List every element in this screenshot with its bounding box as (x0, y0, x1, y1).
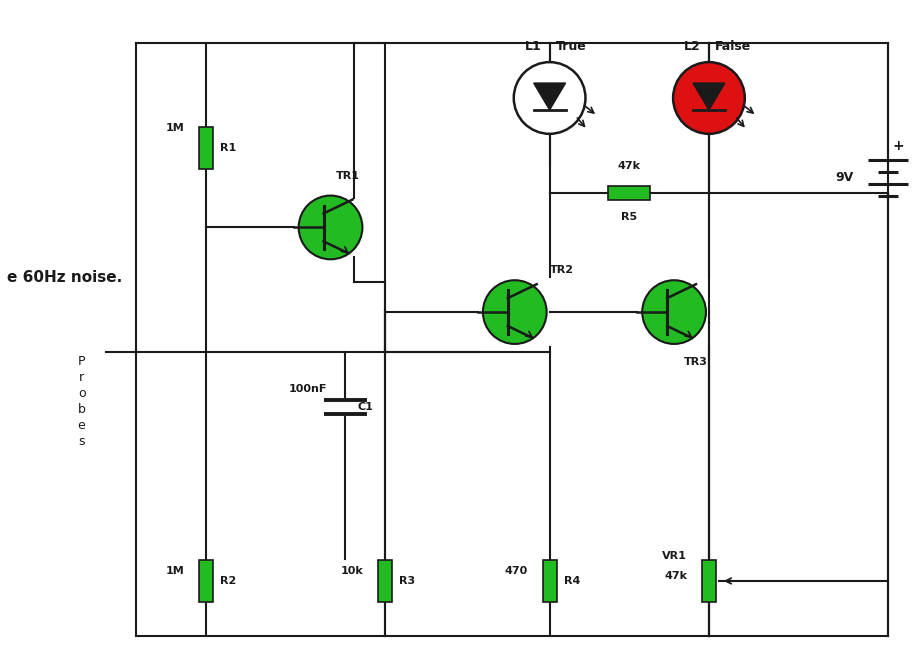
Text: True: True (556, 40, 586, 53)
Text: P
r
o
b
e
s: P r o b e s (78, 355, 85, 448)
Text: 1M: 1M (166, 123, 184, 133)
Text: R1: R1 (220, 143, 236, 153)
FancyBboxPatch shape (542, 560, 557, 602)
FancyBboxPatch shape (199, 560, 213, 602)
FancyBboxPatch shape (378, 560, 392, 602)
Text: TR2: TR2 (550, 265, 573, 275)
Text: VR1: VR1 (662, 551, 687, 561)
Circle shape (514, 62, 585, 134)
Text: R2: R2 (220, 576, 236, 586)
Text: +: + (892, 139, 904, 153)
Text: 10k: 10k (341, 566, 364, 576)
Circle shape (673, 62, 745, 134)
Text: 1M: 1M (166, 566, 184, 576)
Text: R4: R4 (563, 576, 580, 586)
Text: 9V: 9V (835, 171, 854, 184)
Text: e 60Hz noise.: e 60Hz noise. (7, 269, 122, 285)
Text: C1: C1 (357, 402, 374, 412)
Text: 47k: 47k (617, 161, 641, 171)
Text: R3: R3 (399, 576, 415, 586)
Text: R5: R5 (621, 213, 638, 222)
Circle shape (483, 280, 547, 344)
Text: L1: L1 (525, 40, 541, 53)
Circle shape (299, 195, 363, 260)
Text: False: False (714, 40, 751, 53)
FancyBboxPatch shape (702, 560, 716, 602)
Text: 47k: 47k (664, 571, 687, 581)
Text: TR1: TR1 (335, 171, 359, 181)
Text: 470: 470 (505, 566, 528, 576)
Polygon shape (534, 83, 565, 110)
Polygon shape (693, 83, 725, 110)
Text: TR3: TR3 (684, 357, 708, 367)
Text: L2: L2 (684, 40, 701, 53)
FancyBboxPatch shape (199, 127, 213, 169)
Text: 100nF: 100nF (289, 384, 328, 394)
Circle shape (642, 280, 706, 344)
FancyBboxPatch shape (608, 185, 650, 199)
